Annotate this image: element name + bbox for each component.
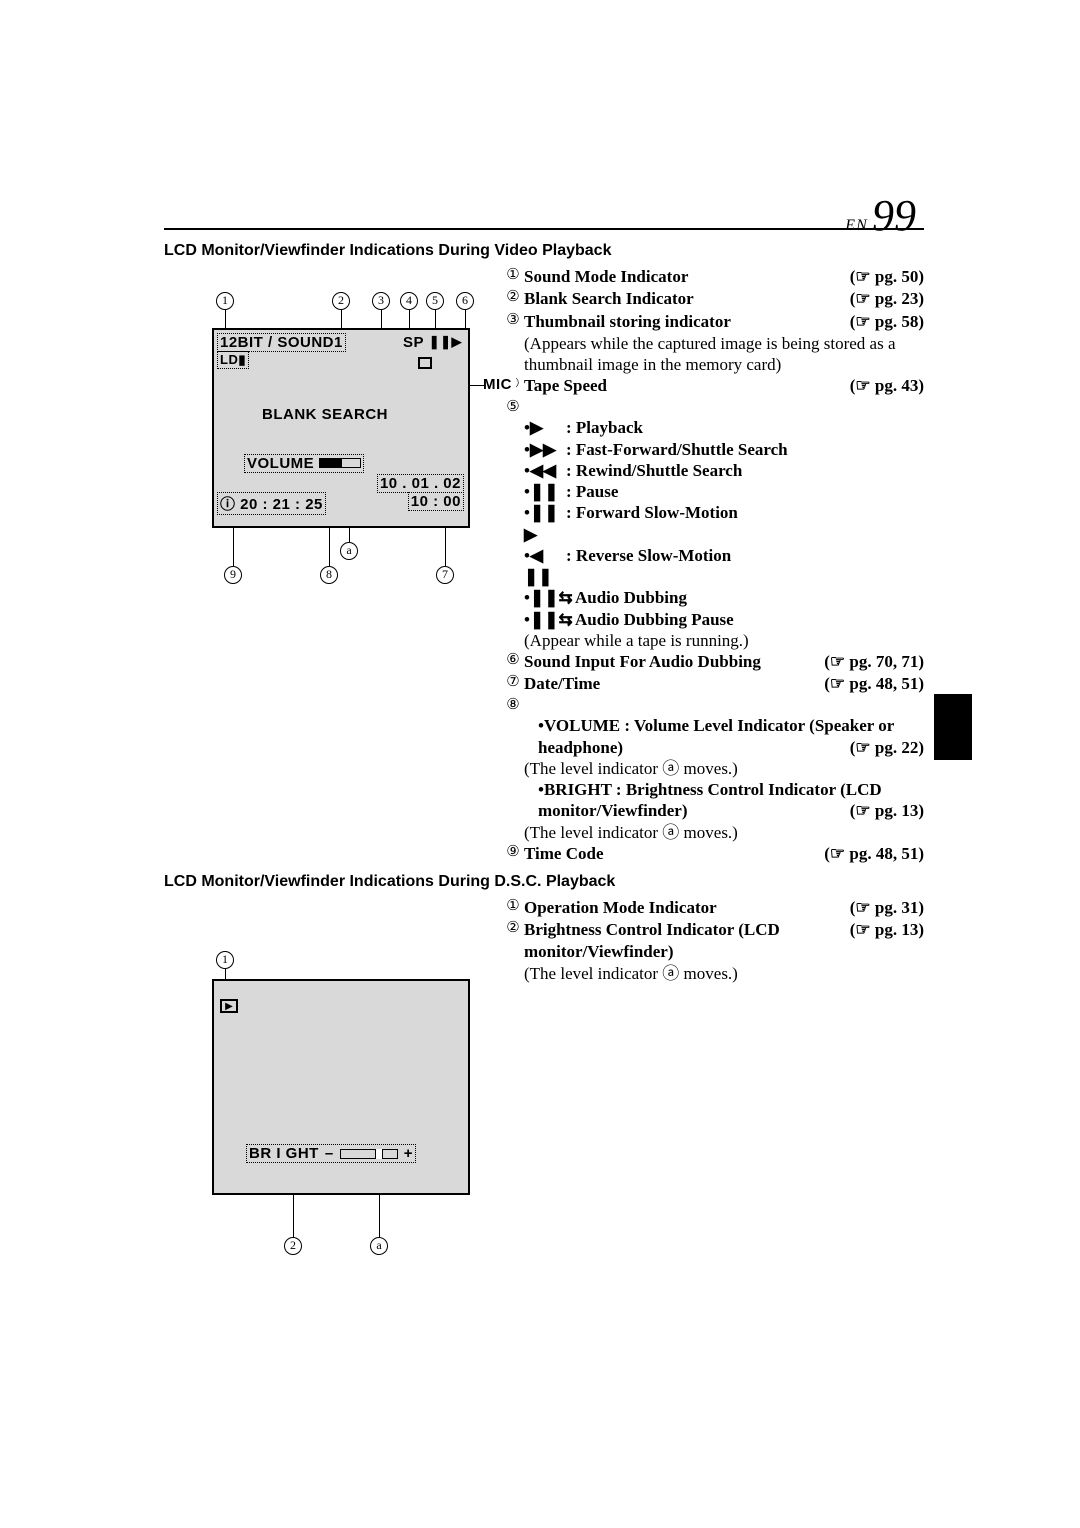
defs-list-2: ①Operation Mode Indicator(☞ pg. 31) ②Bri… — [502, 897, 924, 1243]
sound-mode: 12BIT / SOUND1 — [217, 333, 346, 352]
volume-label: VOLUME — [247, 455, 314, 472]
volume-bar-icon — [319, 458, 361, 468]
page-num: 99 — [872, 191, 916, 240]
play-state-icon: ❚❚▶ — [429, 334, 462, 350]
date: 10 . 01 . 02 — [377, 474, 464, 493]
volume-row: VOLUME — [244, 454, 364, 473]
sub-bright: •BRIGHT : Brightness Control Indicator (… — [538, 779, 924, 822]
defs-list-1: ①Sound Mode Indicator(☞ pg. 50) ②Blank S… — [502, 266, 924, 865]
mic-label: MIC — [479, 376, 516, 393]
rule — [164, 228, 924, 230]
ld-indicator: LD▮ — [217, 351, 249, 369]
callout2-1: 1 — [216, 951, 234, 969]
callout-8: 8 — [320, 566, 338, 584]
callout-4: 4 — [400, 292, 418, 310]
en-label: EN — [845, 217, 867, 234]
callout-3: 3 — [372, 292, 390, 310]
playback-mode-icon: ▶ — [220, 999, 238, 1013]
tape-speed: SP — [403, 334, 424, 351]
callout-5: 5 — [426, 292, 444, 310]
callout-2: 2 — [332, 292, 350, 310]
callout-9: 9 — [224, 566, 242, 584]
sub-volume: •VOLUME : Volume Level Indicator (Speake… — [538, 715, 924, 758]
section2-title: LCD Monitor/Viewfinder Indications Durin… — [164, 873, 924, 891]
callout2-a: a — [370, 1237, 388, 1255]
lcd-diagram-2: 1 ▶ BR I GHT – + 2 a — [164, 923, 470, 1243]
callout-1: 1 — [216, 292, 234, 310]
page-tab — [934, 694, 972, 760]
thumbnail-icon — [418, 352, 432, 372]
bright-row: BR I GHT – + — [246, 1144, 416, 1163]
timecode-row: ⓘ 20 : 21 : 25 — [217, 492, 326, 515]
lcd-screen-1: 12BIT / SOUND1 LD▮ SP ❚❚▶ MIC BLANK SEAR… — [212, 328, 470, 528]
callout-7: 7 — [436, 566, 454, 584]
time: 10 : 00 — [408, 492, 464, 511]
page: EN 99 LCD Monitor/Viewfinder Indications… — [164, 228, 924, 1243]
callout-6: 6 — [456, 292, 474, 310]
lcd-diagram-1: 1 2 3 4 5 6 12BIT / SOUND1 LD▮ SP ❚❚▶ — [164, 328, 470, 604]
callout2-2: 2 — [284, 1237, 302, 1255]
callout-a: a — [340, 542, 358, 560]
page-number: EN 99 — [845, 190, 916, 241]
section1-title: LCD Monitor/Viewfinder Indications Durin… — [164, 242, 924, 260]
blank-search: BLANK SEARCH — [262, 406, 388, 423]
bright-bar-icon — [340, 1149, 398, 1159]
lcd-screen-2: ▶ BR I GHT – + — [212, 979, 470, 1195]
